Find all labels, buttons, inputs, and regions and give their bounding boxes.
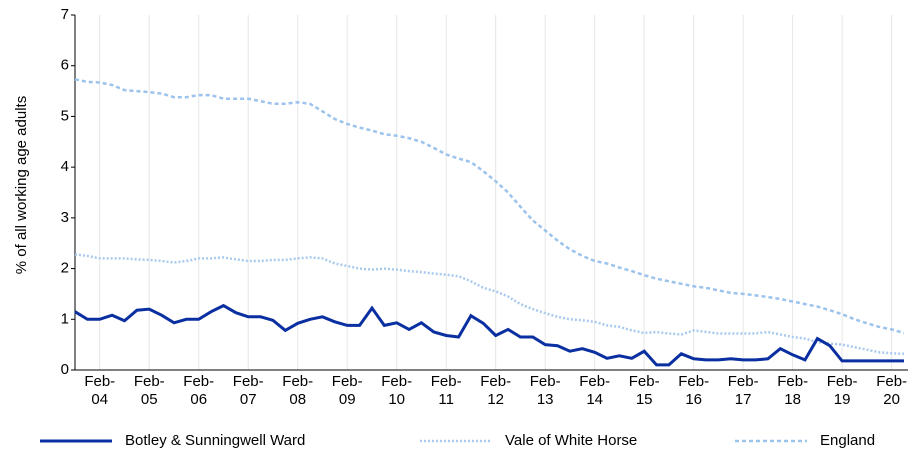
x-tick-label-part: 07 xyxy=(240,391,257,408)
data-line xyxy=(74,78,905,335)
x-tick-label: Feb-09 xyxy=(332,373,363,408)
x-tick-label-part: 18 xyxy=(784,391,801,408)
x-tick-label: Feb-06 xyxy=(183,373,214,408)
x-tick-label-part: Feb- xyxy=(827,373,858,390)
x-tick-label-part: Feb- xyxy=(876,373,907,390)
x-tick-label-part: Feb- xyxy=(183,373,214,390)
x-tick-label: Feb-07 xyxy=(233,373,264,408)
y-tick-label: 0 xyxy=(61,361,69,378)
x-tick-label: Feb-10 xyxy=(381,373,412,408)
x-tick-label-part: 04 xyxy=(91,391,108,408)
x-tick-label-part: 11 xyxy=(438,391,454,408)
x-tick-label: Feb-05 xyxy=(134,373,165,408)
y-tick-label: 7 xyxy=(61,6,69,23)
x-tick-label-part: Feb- xyxy=(530,373,561,390)
x-tick-label-part: Feb- xyxy=(678,373,709,390)
x-tick-label-part: Feb- xyxy=(282,373,313,390)
data-line xyxy=(74,303,904,367)
x-tick-label-part: Feb- xyxy=(134,373,165,390)
x-tick-label-part: Feb- xyxy=(777,373,808,390)
x-tick-label-part: 15 xyxy=(636,391,653,408)
x-tick-label: Feb-19 xyxy=(827,373,858,408)
x-tick-label: Feb-14 xyxy=(579,373,610,408)
x-tick-label-part: 06 xyxy=(190,391,207,408)
x-tick-label: Feb-13 xyxy=(530,373,561,408)
x-tick-label-part: 16 xyxy=(685,391,702,408)
x-tick-label-part: 14 xyxy=(586,391,603,408)
y-tick-label: 6 xyxy=(61,57,69,74)
y-tick-label: 2 xyxy=(61,260,69,277)
data-line xyxy=(74,253,905,356)
x-tick-label: Feb-18 xyxy=(777,373,808,408)
x-tick-label: Feb-16 xyxy=(678,373,709,408)
x-tick-label-part: 17 xyxy=(735,391,752,408)
x-tick-label-part: Feb- xyxy=(84,373,115,390)
y-tick-label: 4 xyxy=(61,158,69,175)
x-tick-label-part: 19 xyxy=(834,391,851,408)
y-tick-label: 5 xyxy=(61,107,69,124)
x-tick-label-part: 08 xyxy=(289,391,306,408)
legend-label: Vale of White Horse xyxy=(505,432,637,449)
x-tick-label: Feb-20 xyxy=(876,373,907,408)
x-tick-label-part: Feb- xyxy=(579,373,610,390)
x-tick-label-part: Feb- xyxy=(233,373,264,390)
x-tick-label-part: Feb- xyxy=(728,373,759,390)
x-tick-label: Feb-11 xyxy=(431,373,462,408)
y-tick-label: 3 xyxy=(61,209,69,226)
x-tick-label: Feb-12 xyxy=(480,373,511,408)
legend-label: Botley & Sunningwell Ward xyxy=(125,432,305,449)
x-tick-label-part: Feb- xyxy=(332,373,363,390)
x-tick-label-part: Feb- xyxy=(431,373,462,390)
x-tick-label: Feb-08 xyxy=(282,373,313,408)
x-tick-label-part: 13 xyxy=(537,391,554,408)
y-tick-label: 1 xyxy=(61,310,69,327)
x-tick-label-part: 10 xyxy=(388,391,405,408)
x-tick-label-part: Feb- xyxy=(480,373,511,390)
y-axis-label: % of all working age adults xyxy=(13,96,30,274)
x-tick-label-part: 12 xyxy=(487,391,504,408)
x-tick-label-part: 05 xyxy=(141,391,158,408)
x-tick-label-part: Feb- xyxy=(629,373,660,390)
x-tick-label-part: 09 xyxy=(339,391,356,408)
x-tick-label: Feb-15 xyxy=(629,373,660,408)
x-tick-label-part: 20 xyxy=(883,391,900,408)
legend-label: England xyxy=(820,432,875,449)
x-tick-label: Feb-17 xyxy=(728,373,759,408)
x-tick-label-part: Feb- xyxy=(381,373,412,390)
x-tick-label: Feb-04 xyxy=(84,373,115,408)
